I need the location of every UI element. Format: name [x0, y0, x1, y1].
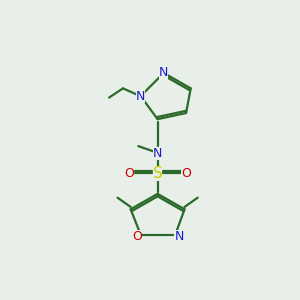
- Text: S: S: [153, 166, 163, 181]
- Text: N: N: [159, 67, 168, 80]
- Text: O: O: [124, 167, 134, 180]
- Text: N: N: [153, 146, 162, 160]
- Text: O: O: [181, 167, 191, 180]
- Text: O: O: [132, 230, 142, 243]
- Text: N: N: [175, 230, 184, 243]
- Text: N: N: [136, 90, 145, 103]
